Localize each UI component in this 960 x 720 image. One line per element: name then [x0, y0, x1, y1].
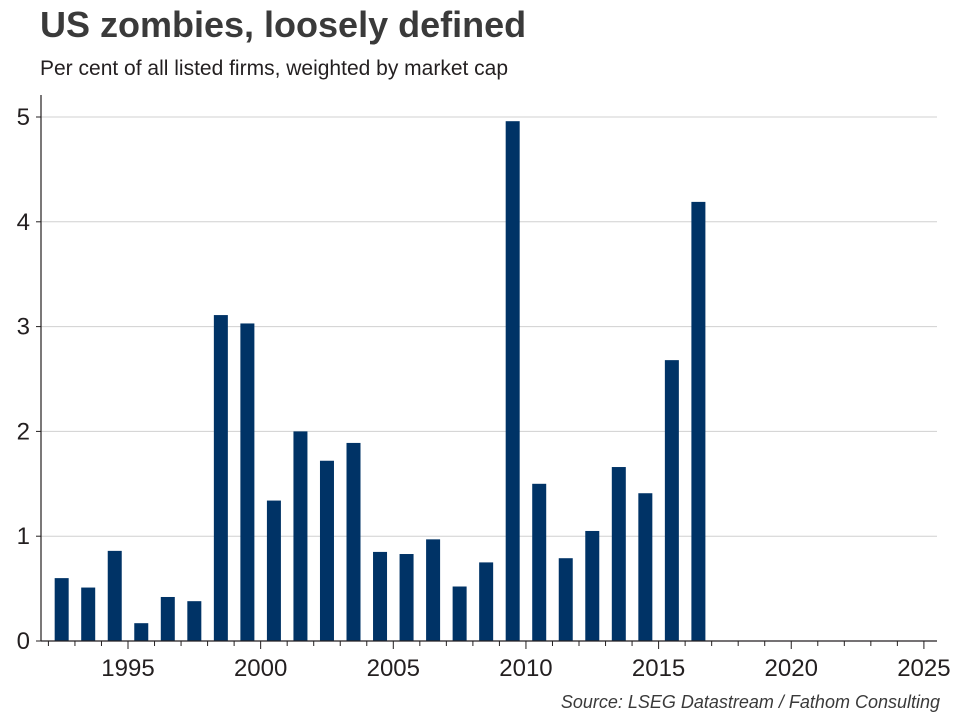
bar — [638, 493, 653, 641]
y-tick-label: 3 — [17, 314, 30, 341]
x-tick-label: 2010 — [499, 655, 552, 682]
bar — [426, 539, 441, 641]
source-note: Source: LSEG Datastream / Fathom Consult… — [560, 692, 940, 712]
bar — [160, 596, 175, 641]
x-tick-label: 2000 — [234, 655, 287, 682]
bar — [532, 483, 547, 641]
bar — [81, 587, 96, 641]
chart-title: US zombies, loosely defined — [40, 4, 527, 45]
bar — [691, 201, 706, 641]
bar — [107, 550, 122, 641]
x-tick-label: 2005 — [367, 655, 420, 682]
x-tick-label: 2015 — [632, 655, 685, 682]
axes — [36, 95, 937, 649]
bars — [54, 121, 706, 641]
bar — [346, 442, 361, 641]
bar — [664, 360, 679, 641]
bar — [213, 315, 228, 641]
bar — [399, 554, 414, 641]
y-tick-label: 5 — [17, 104, 30, 131]
bar — [585, 530, 600, 641]
bar — [293, 431, 308, 641]
bar — [240, 323, 255, 641]
bar — [505, 121, 520, 641]
y-tick-label: 0 — [17, 628, 30, 655]
bar — [611, 467, 626, 641]
bar — [373, 551, 388, 641]
chart-subtitle: Per cent of all listed firms, weighted b… — [40, 57, 509, 80]
bar — [187, 601, 202, 641]
bar — [319, 460, 334, 641]
tick-labels: 0 1 2 3 4 5 1995 2000 2005 2010 2015 2020 2025 — [17, 104, 951, 682]
x-tick-label: 2025 — [897, 655, 950, 682]
y-tick-label: 1 — [17, 523, 30, 550]
x-tick-label: 1995 — [101, 655, 154, 682]
bar — [54, 578, 69, 641]
bar — [134, 623, 149, 641]
bar — [266, 500, 281, 641]
y-tick-label: 4 — [17, 209, 30, 236]
bar — [558, 558, 573, 641]
gridlines — [41, 116, 937, 537]
bar — [452, 586, 467, 641]
x-tick-label: 2020 — [765, 655, 818, 682]
bar — [479, 562, 494, 641]
y-tick-label: 2 — [17, 418, 30, 445]
